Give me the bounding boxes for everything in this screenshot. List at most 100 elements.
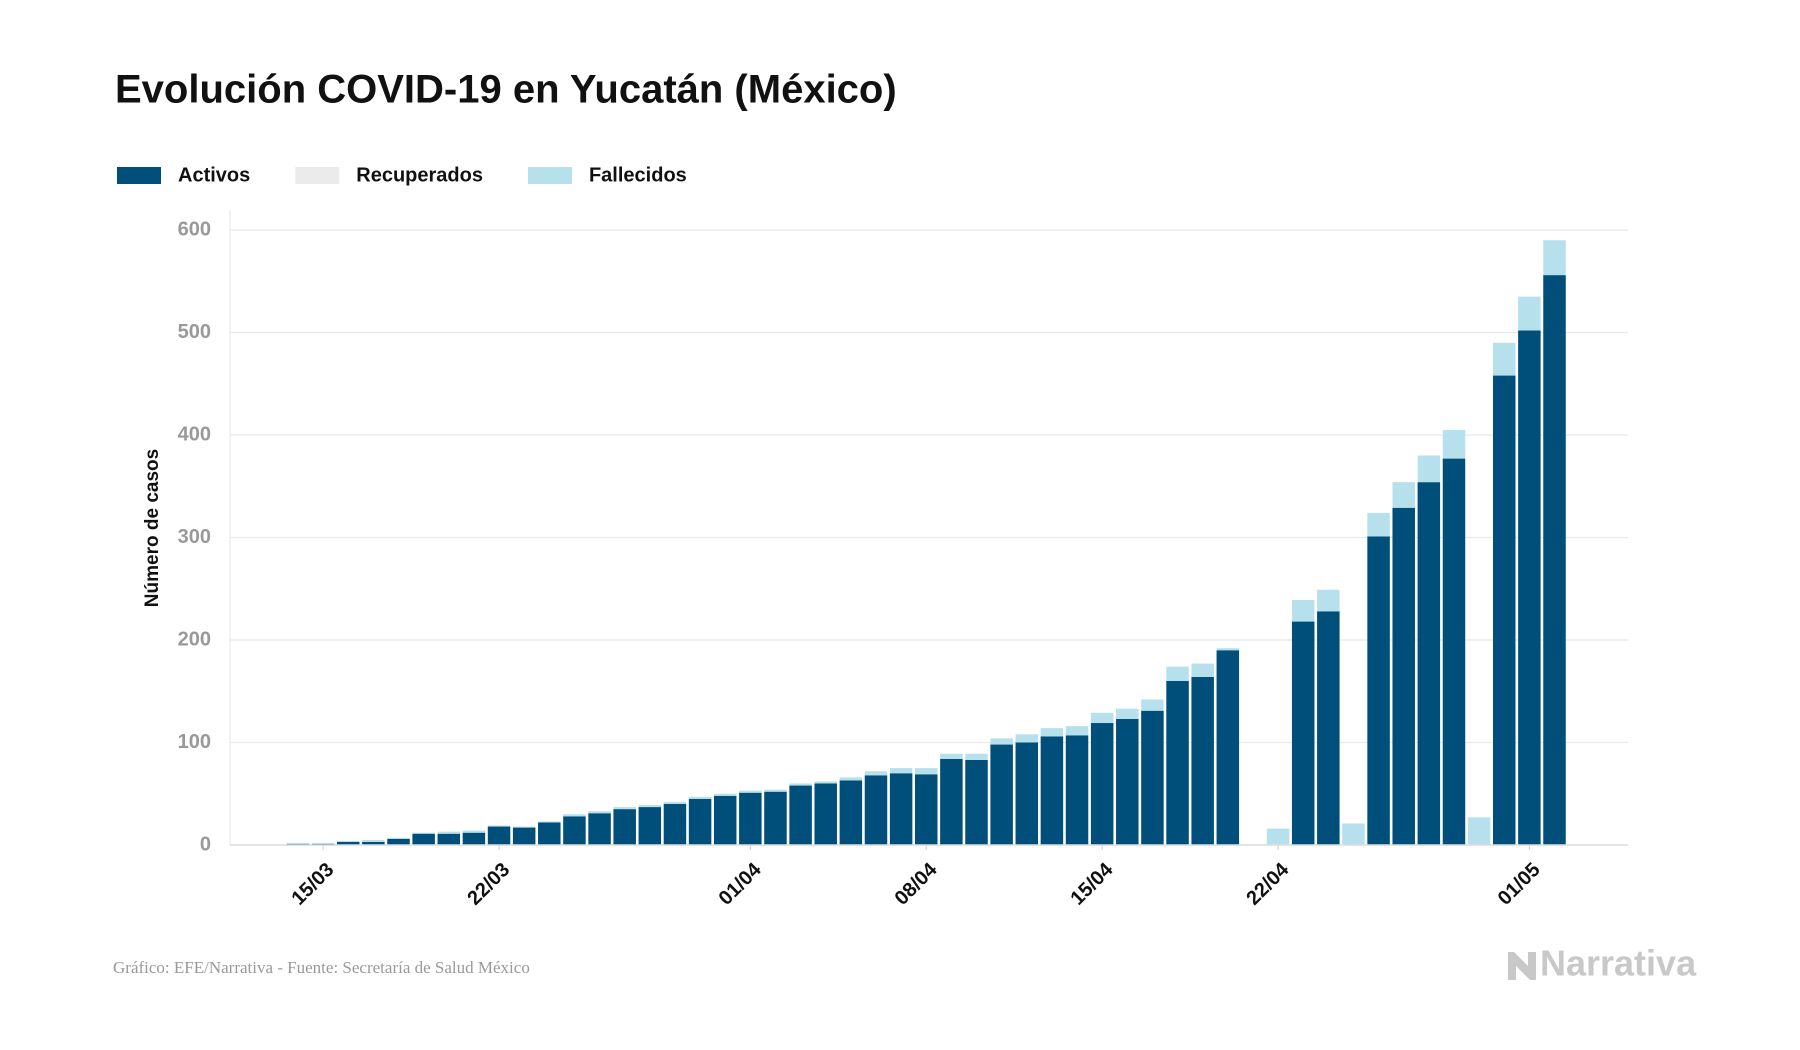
bar-segment <box>1417 482 1441 845</box>
bar-segment <box>1492 375 1516 845</box>
bar-segment <box>337 841 360 845</box>
bar-segment <box>613 807 636 810</box>
x-tick-label: 22/04 <box>1242 858 1294 910</box>
bar-segment <box>1015 734 1039 743</box>
x-tick-label: 15/03 <box>287 859 338 910</box>
x-tick-label: 01/05 <box>1494 859 1545 910</box>
bar-segment <box>1065 726 1089 736</box>
bar-segment <box>1543 240 1566 276</box>
bar-segment <box>1141 710 1164 845</box>
bar-segment <box>1040 736 1064 845</box>
bar-segment <box>412 832 435 834</box>
bar-segment <box>739 790 762 793</box>
bar-segment <box>588 813 611 845</box>
bar-segment <box>1116 718 1139 845</box>
bar-segment <box>1342 823 1365 845</box>
bar-segment <box>337 840 360 842</box>
bar-segment <box>1216 650 1240 845</box>
bar-segment <box>940 753 963 759</box>
bar-segment <box>613 809 636 845</box>
bar-segment <box>965 753 988 760</box>
bar-segment <box>789 785 812 845</box>
bar-segment <box>814 781 837 784</box>
bar-segment <box>1417 455 1441 483</box>
bar-segment <box>286 842 310 844</box>
bar-segment <box>1040 728 1064 737</box>
x-tick-label: 22/03 <box>463 859 514 910</box>
logo-text: Narrativa <box>1540 943 1697 984</box>
bar-segment <box>814 783 837 845</box>
legend-label: Activos <box>178 164 250 186</box>
y-axis-label: Número de casos <box>142 449 163 607</box>
bar-segment <box>1317 589 1340 612</box>
bar-segment <box>713 795 737 845</box>
bar-segment <box>1090 723 1114 845</box>
bar-segment <box>387 838 410 845</box>
y-tick-label: 400 <box>178 423 211 445</box>
y-tick-label: 500 <box>178 321 211 343</box>
bar-segment <box>1065 735 1089 845</box>
bar-segment <box>1166 666 1189 681</box>
x-tick-label: 15/04 <box>1066 858 1118 910</box>
legend-label: Recuperados <box>356 164 483 186</box>
bar-segment <box>889 768 913 774</box>
bar-segment <box>915 768 938 775</box>
chart-title: Evolución COVID-19 en Yucatán (México) <box>115 68 897 112</box>
bar-segment <box>588 811 611 814</box>
bar-segment <box>462 830 486 833</box>
bar-segment <box>1442 458 1466 845</box>
bar-segment <box>311 842 335 844</box>
bar-segment <box>1266 828 1290 845</box>
bar-segment <box>437 831 461 834</box>
bar-segment <box>512 826 536 828</box>
bar-segment <box>1166 681 1189 845</box>
bar-segment <box>965 759 988 845</box>
y-tick-label: 0 <box>200 833 211 855</box>
bar-segment <box>563 816 586 845</box>
bar-segment <box>387 837 410 839</box>
bar-segment <box>462 832 486 845</box>
bar-segment <box>663 801 687 804</box>
bar-segment <box>915 774 938 845</box>
bar-segment <box>1216 648 1240 651</box>
y-tick-label: 200 <box>178 628 211 650</box>
bar-segment <box>538 821 561 823</box>
bar-segment <box>889 773 913 845</box>
x-tick-label: 01/04 <box>715 858 767 910</box>
bar-segment <box>1367 512 1390 537</box>
bar-segment <box>1191 676 1214 845</box>
bar-segment <box>1291 600 1315 622</box>
bar-segment <box>538 822 561 845</box>
bar-segment <box>563 814 586 817</box>
bar-segment <box>1141 699 1164 711</box>
bar-segment <box>1518 296 1541 331</box>
bar-segment <box>487 826 511 845</box>
bar-segment <box>437 833 461 845</box>
bar-segment <box>1467 817 1491 845</box>
bar-segment <box>512 827 536 845</box>
bar-segment <box>412 833 435 845</box>
legend-swatch <box>527 167 572 184</box>
bar-segment <box>764 789 787 792</box>
bar-segment <box>1116 708 1139 719</box>
source-note: Gráfico: EFE/Narrativa - Fuente: Secreta… <box>113 958 530 977</box>
bar-segment <box>688 796 712 799</box>
bar-segment <box>1392 482 1415 508</box>
bar-segment <box>764 791 787 845</box>
bar-segment <box>864 771 888 776</box>
bar-segment <box>487 825 511 827</box>
bar-segment <box>1317 611 1340 845</box>
logo-icon <box>1508 952 1536 980</box>
bar-segment <box>1367 536 1390 845</box>
bar-segment <box>990 744 1013 845</box>
bar-segment <box>1392 507 1415 845</box>
legend-swatch <box>117 167 161 184</box>
bar-segment <box>688 798 712 845</box>
y-tick-label: 300 <box>178 526 211 548</box>
bar-segment <box>1543 275 1566 846</box>
legend-label: Fallecidos <box>589 164 687 186</box>
y-tick-label: 100 <box>178 731 211 753</box>
bar-segment <box>990 738 1013 745</box>
bar-segment <box>789 783 812 786</box>
bar-segment <box>362 839 385 842</box>
